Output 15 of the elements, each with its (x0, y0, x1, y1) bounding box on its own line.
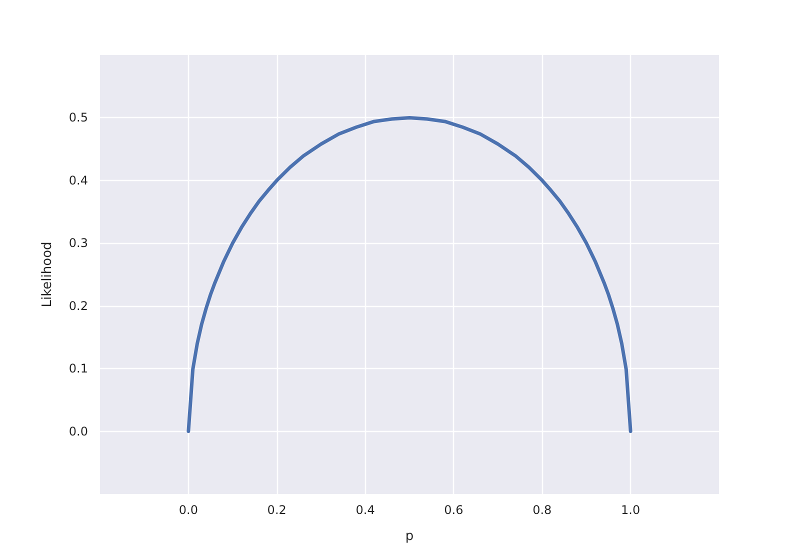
y-tick-label: 0.2 (68, 298, 88, 313)
y-axis-title: Likelihood (40, 242, 55, 308)
x-tick-label: 0.4 (356, 503, 375, 517)
x-tick-label: 0.2 (267, 503, 286, 517)
x-axis-title: p (405, 529, 414, 544)
line-series (186, 116, 632, 434)
x-tick-label: 0.8 (532, 503, 552, 517)
y-tick-label: 0.3 (68, 236, 88, 250)
y-tick-label: 0.4 (68, 173, 88, 188)
y-tick-label: 0.0 (68, 424, 88, 438)
y-tick-label: 0.1 (68, 362, 88, 376)
x-tick-label: 0.0 (178, 503, 198, 517)
x-tick-label: 0.6 (444, 503, 464, 517)
x-tick-label: 1.0 (621, 503, 640, 517)
y-tick-label: 0.5 (68, 110, 88, 125)
